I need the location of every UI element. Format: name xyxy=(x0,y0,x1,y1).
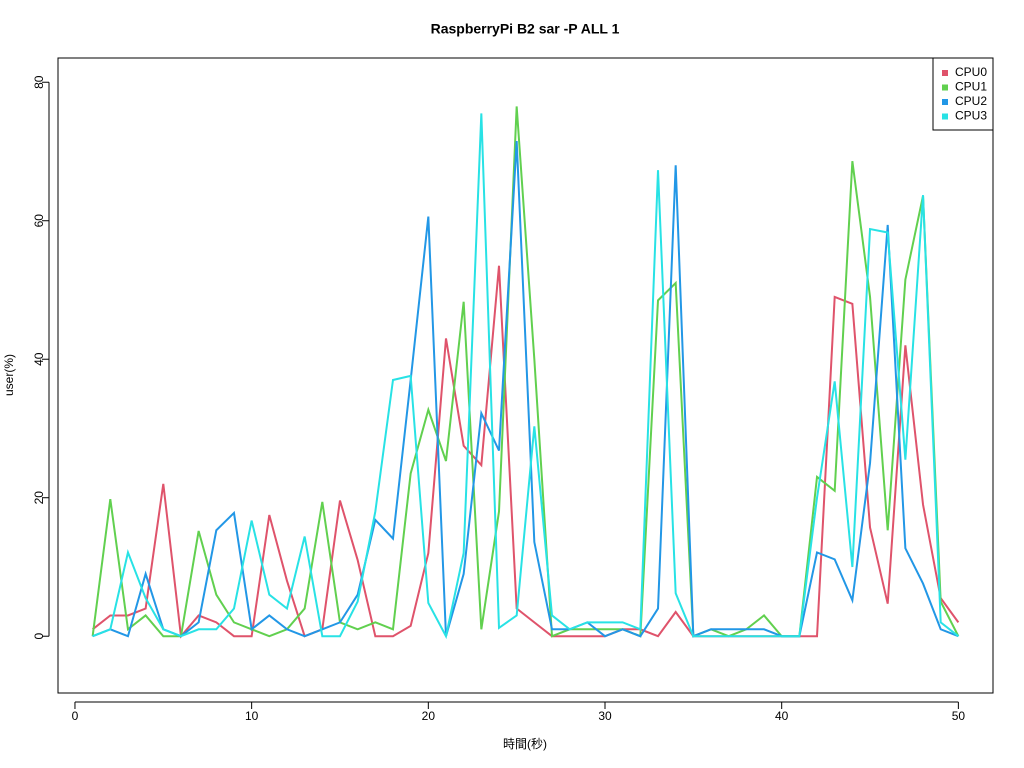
chart-title: RaspberryPi B2 sar -P ALL 1 xyxy=(431,21,620,37)
legend-swatch xyxy=(942,84,948,91)
legend-label: CPU3 xyxy=(955,109,987,123)
legend-swatch xyxy=(942,70,948,76)
y-tick-label: 0 xyxy=(32,633,46,640)
x-tick-label: 30 xyxy=(598,709,612,723)
series-line xyxy=(92,113,959,640)
y-tick-label: 60 xyxy=(32,214,46,228)
x-tick-label: 0 xyxy=(72,709,79,723)
y-tick-label: 80 xyxy=(32,75,46,89)
legend-swatch xyxy=(942,99,948,105)
x-tick-label: 20 xyxy=(422,709,436,723)
plot-frame xyxy=(57,57,994,694)
legend-label: CPU1 xyxy=(955,80,987,94)
legend-label: CPU0 xyxy=(955,65,987,79)
legend-swatch xyxy=(942,113,948,120)
y-tick-label: 20 xyxy=(32,491,46,505)
y-axis-label: user(%) xyxy=(2,354,16,396)
y-tick-label: 40 xyxy=(32,352,46,366)
x-tick-label: 50 xyxy=(952,709,966,723)
legend-label: CPU2 xyxy=(955,94,987,108)
x-tick-label: 40 xyxy=(775,709,789,723)
x-tick-label: 10 xyxy=(245,709,259,723)
series-line xyxy=(91,106,960,638)
series-line xyxy=(92,265,960,639)
x-axis-label: 時間(秒) xyxy=(503,737,547,751)
series-line xyxy=(92,141,959,638)
